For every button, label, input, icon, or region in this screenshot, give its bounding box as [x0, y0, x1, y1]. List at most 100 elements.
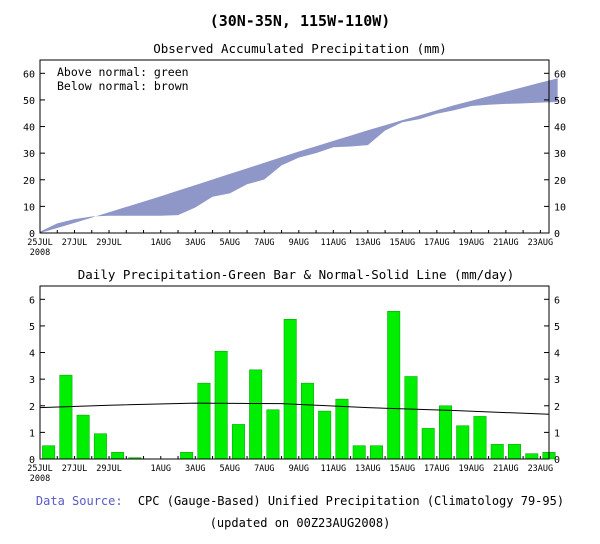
accum-xtick-label: 25JUL — [27, 238, 53, 248]
annotation-below-normal: Below normal: brown — [57, 79, 189, 93]
daily-xtick-label: 19AUG — [459, 464, 485, 474]
accum-xtick-label: 21AUG — [493, 238, 519, 248]
accum-ytick-label-right: 20 — [554, 176, 566, 187]
accum-ytick-label-left: 30 — [23, 149, 35, 160]
accum-xtick-label: 11AUG — [321, 238, 347, 248]
daily-precip-bar — [266, 409, 280, 460]
daily-precip-bar — [300, 382, 314, 460]
daily-ytick-label-left: 3 — [29, 375, 35, 386]
accum-ytick-label-right: 0 — [554, 229, 560, 240]
daily-xtick-label: 9AUG — [289, 464, 309, 474]
accumulated-chart-title: Observed Accumulated Precipitation (mm) — [153, 41, 447, 56]
accum-xtick-label: 19AUG — [459, 238, 485, 248]
accum-ytick-label-left: 10 — [23, 202, 35, 213]
daily-precip-bar — [231, 424, 245, 460]
daily-xtick-label: 15AUG — [390, 464, 416, 474]
daily-precip-bar — [490, 444, 504, 460]
daily-precip-bar — [421, 428, 435, 460]
daily-ytick-label-right: 5 — [554, 322, 560, 333]
daily-ytick-label-right: 1 — [554, 428, 560, 439]
daily-precip-bar — [249, 369, 263, 460]
accum-plot-frame — [39, 59, 550, 234]
daily-year-label: 2008 — [30, 474, 50, 484]
daily-precip-bar — [42, 445, 56, 460]
accum-xtick-label: 27JUL — [62, 238, 88, 248]
daily-xtick-label: 5AUG — [220, 464, 240, 474]
daily-precip-bar — [369, 445, 383, 460]
daily-ytick-label-left: 0 — [29, 455, 35, 466]
daily-ytick-label-right: 0 — [554, 455, 560, 466]
daily-precip-bar — [111, 452, 125, 460]
accum-xtick-label: 23AUG — [528, 238, 554, 248]
accum-ytick-label-left: 0 — [29, 229, 35, 240]
daily-precip-bar — [214, 350, 228, 460]
daily-xtick-label: 23AUG — [528, 464, 554, 474]
daily-precip-bar — [456, 425, 470, 460]
daily-xtick-label: 29JUL — [96, 464, 122, 474]
daily-precip-bar — [180, 452, 194, 460]
daily-precip-bar — [352, 445, 366, 460]
data-source-line: Data Source: CPC (Gauge-Based) Unified P… — [36, 494, 564, 508]
daily-xtick-label: 3AUG — [185, 464, 205, 474]
accum-ytick-label-left: 60 — [23, 69, 35, 80]
daily-precip-bar — [335, 398, 349, 460]
accum-ytick-label-left: 50 — [23, 96, 35, 107]
daily-precip-bar — [318, 410, 332, 460]
accum-xtick-label: 17AUG — [424, 238, 450, 248]
daily-chart-title: Daily Precipitation-Green Bar & Normal-S… — [78, 267, 515, 282]
accum-ytick-label-right: 40 — [554, 123, 566, 134]
daily-precip-bar — [525, 453, 539, 460]
daily-precip-bar — [283, 319, 297, 460]
accumulated-chart: Observed Accumulated Precipitation (mm) … — [23, 41, 566, 258]
annotation-above-normal: Above normal: green — [57, 65, 189, 79]
daily-precip-bar — [508, 444, 521, 460]
accum-ytick-label-right: 30 — [554, 149, 566, 160]
daily-precip-bar — [93, 433, 107, 460]
accum-ytick-label-left: 20 — [23, 176, 35, 187]
daily-xtick-label: 1AUG — [151, 464, 171, 474]
daily-xtick-label: 7AUG — [254, 464, 274, 474]
daily-ytick-label-left: 6 — [29, 295, 35, 306]
accum-xtick-label: 15AUG — [390, 238, 416, 248]
daily-xtick-label: 11AUG — [321, 464, 347, 474]
data-source-text: CPC (Gauge-Based) Unified Precipitation … — [138, 494, 564, 508]
daily-precip-bar — [404, 376, 418, 460]
accum-xtick-label: 29JUL — [96, 238, 122, 248]
daily-precip-bar — [439, 405, 452, 460]
accum-xtick-label: 3AUG — [185, 238, 205, 248]
accum-xtick-label: 7AUG — [254, 238, 274, 248]
daily-ytick-label-left: 2 — [29, 402, 35, 413]
daily-xtick-label: 27JUL — [62, 464, 88, 474]
data-source-label: Data Source: — [36, 494, 123, 508]
normal-daily-line — [39, 402, 550, 415]
daily-precip-bar — [473, 416, 487, 460]
accum-ytick-label-right: 60 — [554, 69, 566, 80]
daily-xtick-label: 17AUG — [424, 464, 450, 474]
daily-precip-bar — [59, 374, 73, 460]
daily-xtick-label: 21AUG — [493, 464, 519, 474]
daily-plot-frame — [39, 285, 550, 460]
daily-xtick-label: 13AUG — [355, 464, 381, 474]
daily-ytick-label-right: 3 — [554, 375, 560, 386]
page-title: (30N-35N, 115W-110W) — [210, 12, 391, 30]
daily-ytick-label-right: 6 — [554, 295, 560, 306]
updated-timestamp: (updated on 00Z23AUG2008) — [210, 516, 391, 530]
daily-xtick-label: 25JUL — [27, 464, 53, 474]
accum-xtick-label: 9AUG — [289, 238, 309, 248]
below-normal-deficit-area — [40, 78, 558, 233]
daily-precip-bar — [76, 414, 90, 460]
accum-xtick-label: 1AUG — [151, 238, 171, 248]
daily-precip-bar — [387, 311, 401, 460]
accum-ytick-label-left: 40 — [23, 123, 35, 134]
daily-ytick-label-right: 4 — [554, 349, 560, 360]
daily-precip-bar — [197, 382, 211, 460]
daily-ytick-label-left: 5 — [29, 322, 35, 333]
daily-chart: Daily Precipitation-Green Bar & Normal-S… — [27, 267, 560, 484]
accum-xtick-label: 13AUG — [355, 238, 381, 248]
daily-ytick-label-left: 1 — [29, 428, 35, 439]
daily-ytick-label-right: 2 — [554, 402, 560, 413]
accum-ytick-label-right: 10 — [554, 202, 566, 213]
accum-year-label: 2008 — [30, 248, 50, 258]
